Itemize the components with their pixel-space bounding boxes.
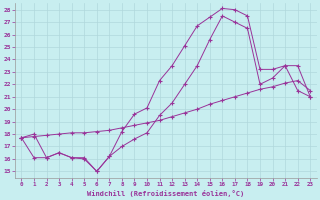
X-axis label: Windchill (Refroidissement éolien,°C): Windchill (Refroidissement éolien,°C)	[87, 190, 244, 197]
